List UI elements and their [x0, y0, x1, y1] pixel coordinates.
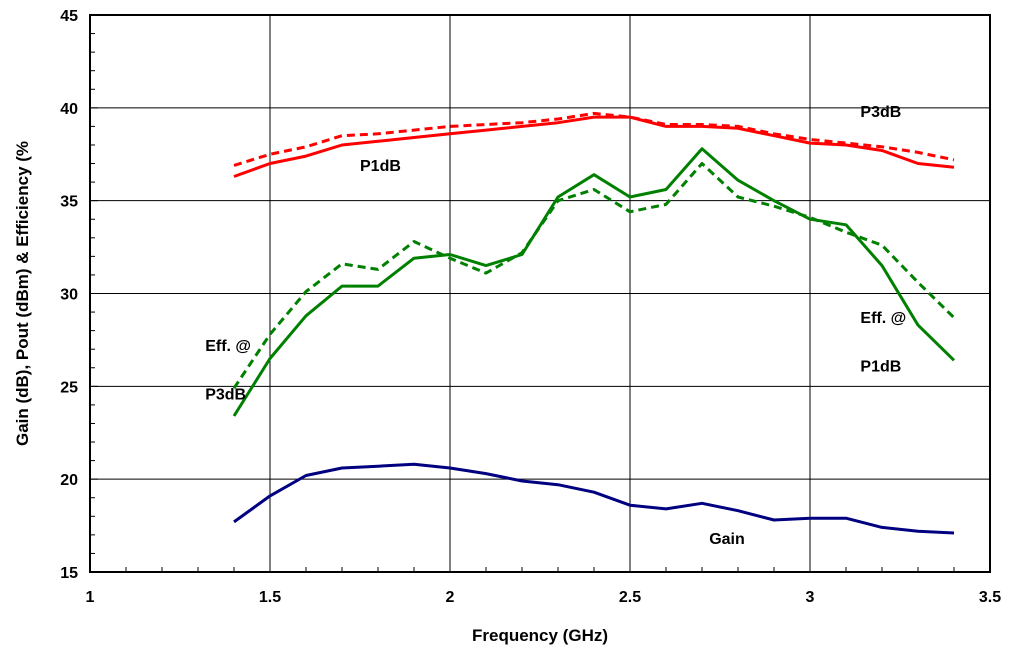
x-tick-label: 3.5 [979, 589, 1001, 606]
y-tick-label: 25 [60, 379, 78, 396]
series-line-gain [233, 462, 955, 535]
annotation-label: P3dB [860, 104, 901, 121]
y-tick-label: 45 [60, 8, 78, 25]
y-tick-label: 20 [60, 472, 78, 489]
annotation-label: Eff. @ [860, 310, 906, 327]
minor-ticks [89, 14, 991, 573]
grid-lines [90, 15, 990, 572]
x-tick-label: 2.5 [619, 589, 641, 606]
series-line-p1db [233, 115, 955, 178]
y-tick-label: 30 [60, 287, 78, 304]
annotation-label: Eff. @ [205, 338, 251, 355]
y-tick-labels: 15 20 25 30 35 40 45 [60, 8, 78, 582]
x-tick-label: 3 [806, 589, 815, 606]
annotation-label: P1dB [860, 358, 901, 375]
y-tick-label: 15 [60, 565, 78, 582]
x-tick-label: 1.5 [259, 589, 281, 606]
y-tick-label: 35 [60, 194, 78, 211]
annotations: P3dB P1dB Eff. @ P3dB Eff. @ P1dB Gain [205, 104, 906, 548]
series-lines [232, 111, 956, 535]
annotation-label: Gain [709, 531, 745, 548]
y-axis-title: Gain (dB), Pout (dBm) & Efficiency (% [13, 141, 32, 446]
x-tick-label: 1 [86, 589, 95, 606]
series-line-eff-p1db [232, 147, 956, 417]
annotation-label: P1dB [360, 158, 401, 175]
x-axis-title: Frequency (GHz) [472, 626, 608, 645]
y-tick-label: 40 [60, 101, 78, 118]
series-line-p3db [233, 111, 955, 167]
annotation-label: P3dB [205, 386, 246, 403]
x-tick-label: 2 [446, 589, 455, 606]
series-line-eff-p3db [232, 162, 956, 390]
x-tick-labels: 1 1.5 2 2.5 3 3.5 [86, 589, 1002, 606]
